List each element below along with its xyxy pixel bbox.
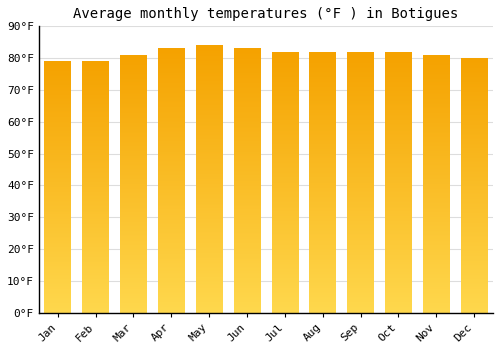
Title: Average monthly temperatures (°F ) in Botigues: Average monthly temperatures (°F ) in Bo… [74,7,458,21]
